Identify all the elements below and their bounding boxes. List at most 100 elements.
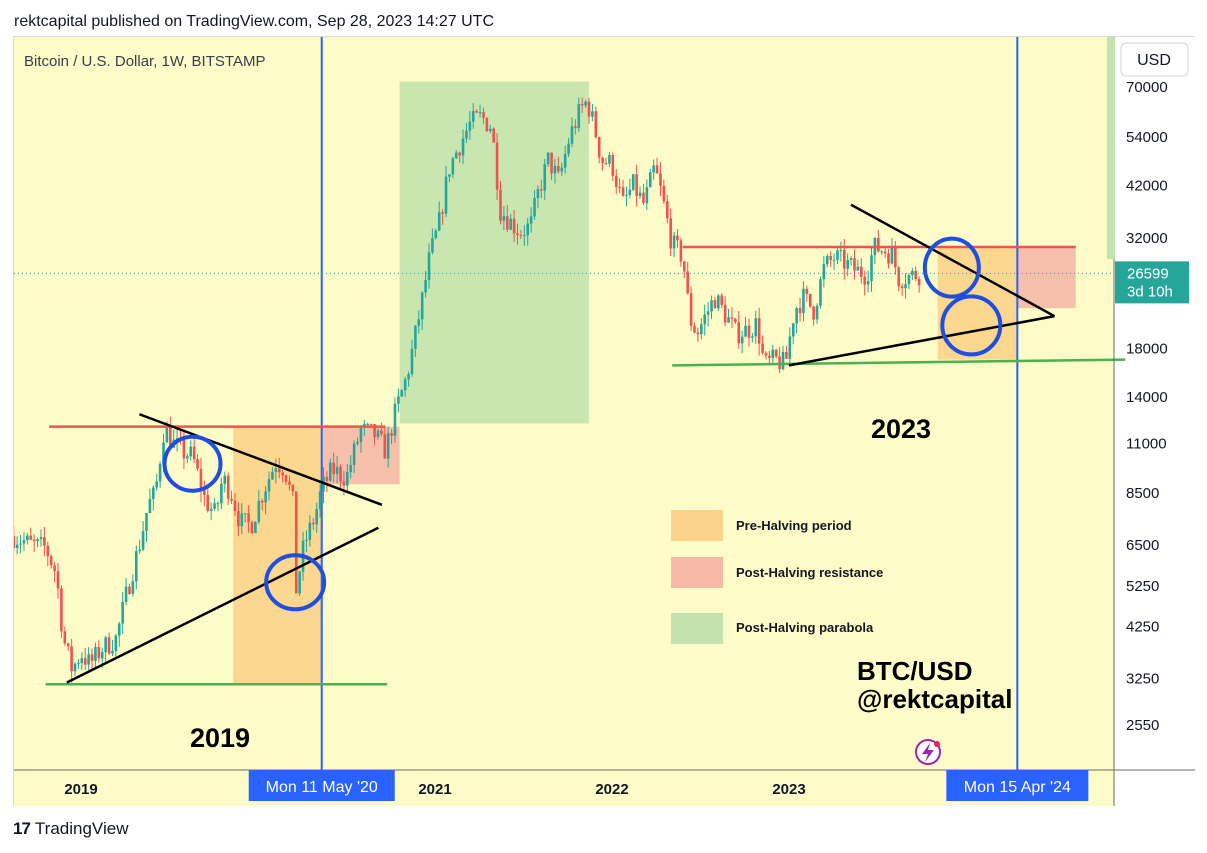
candle-body	[383, 434, 387, 459]
y-tick-label: 32000	[1126, 230, 1168, 247]
candle-body	[117, 623, 121, 636]
candle	[853, 249, 856, 280]
y-tick-label: 4250	[1126, 619, 1159, 636]
candle-body	[332, 462, 336, 475]
candle	[805, 285, 809, 302]
candle-body	[87, 654, 90, 665]
candle-body	[822, 264, 826, 280]
candle-body	[591, 111, 594, 117]
candle	[819, 276, 822, 309]
watermark-symbol: BTC/USD	[857, 656, 973, 686]
candle	[832, 253, 836, 271]
candle-body	[22, 540, 26, 544]
lightning-icon[interactable]	[915, 739, 941, 765]
candle-body	[853, 258, 856, 271]
candle-body	[836, 250, 839, 260]
candle-body	[359, 427, 363, 443]
candle-body	[233, 500, 237, 512]
candle-body	[271, 471, 274, 480]
current-price-tag	[1115, 261, 1189, 304]
candle-body	[284, 475, 288, 482]
candle-body	[669, 218, 672, 249]
candle	[420, 291, 424, 331]
candle-body	[281, 472, 284, 476]
candle-body	[482, 112, 485, 118]
candle	[870, 245, 873, 292]
candle-body	[46, 545, 50, 557]
candle-body	[594, 111, 598, 138]
candle-body	[393, 403, 397, 436]
candle	[226, 472, 230, 506]
candle	[124, 577, 128, 606]
legend-swatch-post-halving-parabola	[671, 613, 723, 644]
candle	[403, 376, 407, 397]
candle-body	[169, 426, 172, 448]
candle-body	[243, 513, 247, 515]
candle-body	[441, 212, 444, 214]
candle	[536, 185, 540, 209]
candle	[727, 308, 730, 323]
candle-body	[734, 318, 737, 322]
circle-2020-bottom	[264, 553, 327, 612]
line-2023-ascending	[788, 314, 1055, 367]
candle	[516, 223, 519, 245]
candle-body	[454, 152, 458, 159]
candle	[849, 256, 853, 266]
candle	[478, 104, 482, 118]
y-tick-label: 3250	[1126, 670, 1159, 687]
candle-body	[621, 187, 625, 196]
candle-body	[475, 111, 478, 113]
candle	[114, 633, 118, 657]
candle-body	[356, 442, 359, 444]
line-2023-support	[672, 358, 1126, 367]
y-tick-label: 5250	[1126, 578, 1159, 595]
candle	[788, 327, 792, 364]
candle-body	[403, 379, 407, 391]
candle-body	[206, 495, 210, 512]
candle-body	[32, 539, 36, 542]
candle	[22, 532, 26, 551]
candle	[56, 562, 60, 599]
candle-body	[689, 293, 693, 326]
candle-body	[771, 349, 775, 359]
candle	[315, 502, 318, 533]
currency-button[interactable]: USD	[1120, 42, 1189, 77]
candle-body	[380, 430, 383, 435]
candle-body	[499, 189, 502, 221]
current-price-countdown: 3d 10h	[1127, 283, 1173, 300]
candle	[339, 464, 342, 491]
candle-body	[563, 154, 567, 168]
candle-body	[60, 588, 63, 632]
candle	[141, 521, 145, 552]
candle	[274, 459, 278, 484]
candle	[757, 307, 761, 356]
candle-body	[625, 194, 628, 196]
candle-body	[352, 443, 356, 465]
candle-body	[686, 271, 690, 294]
candle-body	[648, 172, 652, 188]
candle-body	[540, 189, 543, 191]
year-label-2019: 2019	[190, 723, 250, 753]
candle	[414, 325, 417, 358]
watermark-author: @rektcapital	[857, 684, 1012, 714]
candle-body	[155, 481, 159, 488]
candle	[335, 456, 339, 484]
candle	[482, 107, 485, 124]
candle	[747, 318, 751, 347]
candle-body	[570, 126, 574, 144]
candle	[209, 502, 213, 521]
candle	[434, 228, 438, 240]
candle-body	[213, 503, 216, 509]
candle-body	[614, 175, 618, 188]
right-edge-green-bar	[1107, 37, 1115, 259]
candle-body	[768, 355, 771, 359]
halving-date-label-1: Mon 15 Apr '24	[964, 779, 1071, 796]
candle-body	[638, 192, 642, 197]
candle	[669, 208, 672, 257]
candle	[390, 429, 393, 445]
candle-body	[196, 459, 199, 469]
candle-body	[19, 543, 22, 545]
candle	[560, 162, 564, 177]
y-tick-label: 11000	[1126, 435, 1167, 452]
